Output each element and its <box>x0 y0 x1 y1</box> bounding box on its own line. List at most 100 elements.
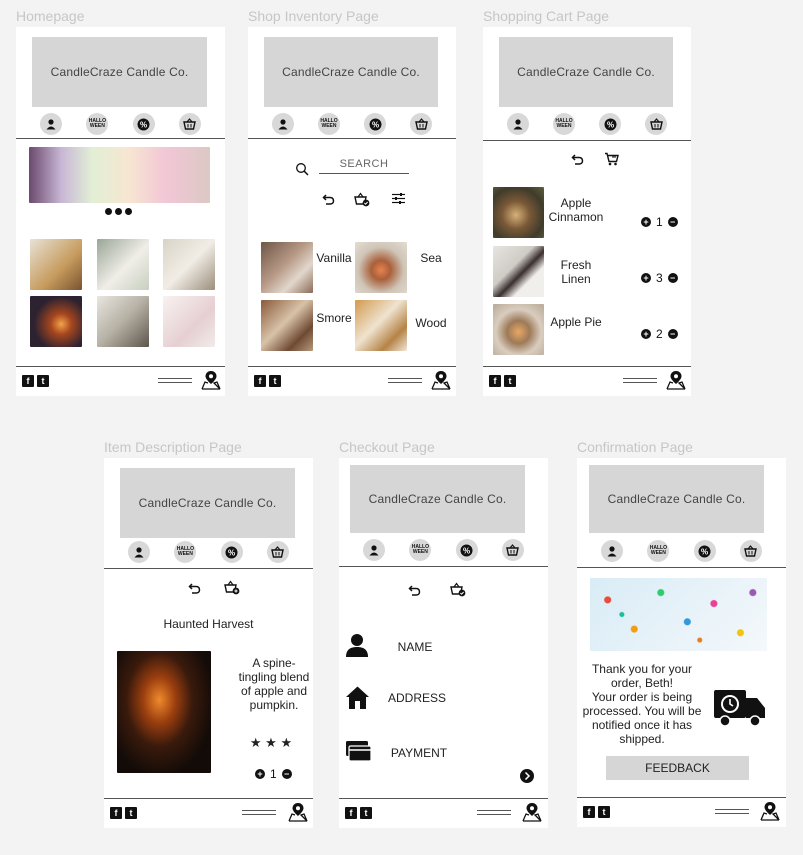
brand-banner[interactable]: CandleCraze Candle Co. <box>499 37 673 107</box>
product-thumbnail[interactable] <box>97 239 149 290</box>
quantity-stepper[interactable]: +1− <box>255 767 292 781</box>
sale-icon[interactable]: % <box>220 541 243 563</box>
cart-item-name[interactable]: Fresh Linen <box>543 258 609 286</box>
twitter-icon[interactable]: t <box>360 807 372 819</box>
basket-check-icon[interactable] <box>354 192 370 207</box>
twitter-icon[interactable]: t <box>37 375 49 387</box>
halloween-icon[interactable]: HALLO WEEN <box>553 113 575 135</box>
facebook-icon[interactable]: f <box>489 375 501 387</box>
facebook-icon[interactable]: f <box>345 807 357 819</box>
minus-icon[interactable]: − <box>667 329 678 339</box>
plus-icon[interactable]: + <box>641 273 651 283</box>
account-icon[interactable] <box>128 541 151 563</box>
quantity-stepper[interactable]: +2− <box>641 327 678 341</box>
cart-item-image[interactable] <box>493 304 544 355</box>
sale-icon[interactable]: % <box>693 540 716 562</box>
inventory-item-image[interactable] <box>355 242 407 293</box>
twitter-icon[interactable]: t <box>504 375 516 387</box>
inventory-item-name[interactable]: Wood <box>415 316 447 330</box>
product-thumbnail[interactable] <box>30 296 82 347</box>
map-location-icon[interactable] <box>666 370 686 390</box>
map-location-icon[interactable] <box>760 801 780 821</box>
account-icon[interactable] <box>601 540 624 562</box>
basket-icon[interactable] <box>266 541 289 563</box>
brand-banner[interactable]: CandleCraze Candle Co. <box>264 37 438 107</box>
minus-icon[interactable]: − <box>667 273 678 283</box>
cart-item-name[interactable]: Apple Cinnamon <box>543 196 609 224</box>
inventory-item-image[interactable] <box>261 300 313 351</box>
inventory-item-image[interactable] <box>261 242 313 293</box>
payment-field[interactable]: PAYMENT <box>390 746 448 760</box>
basket-icon[interactable] <box>645 113 667 135</box>
account-icon[interactable] <box>507 113 529 135</box>
facebook-icon[interactable]: f <box>22 375 34 387</box>
inventory-item-image[interactable] <box>355 300 407 351</box>
halloween-icon[interactable]: HALLO WEEN <box>318 113 340 135</box>
account-icon[interactable] <box>363 539 386 561</box>
undo-icon[interactable] <box>571 153 584 165</box>
brand-banner[interactable]: CandleCraze Candle Co. <box>350 465 525 533</box>
product-thumbnail[interactable] <box>97 296 149 347</box>
twitter-icon[interactable]: t <box>125 807 137 819</box>
carousel-dots[interactable] <box>105 208 132 215</box>
basket-check-icon[interactable] <box>450 582 466 597</box>
sale-icon[interactable]: % <box>364 113 386 135</box>
basket-icon[interactable] <box>410 113 432 135</box>
sale-icon[interactable]: % <box>132 113 155 135</box>
brand-banner[interactable]: CandleCraze Candle Co. <box>120 468 295 538</box>
twitter-icon[interactable]: t <box>269 375 281 387</box>
minus-icon[interactable]: − <box>667 217 678 227</box>
product-thumbnail[interactable] <box>30 239 82 290</box>
shopping-cart-icon[interactable] <box>604 152 619 166</box>
inventory-item-name[interactable]: Vanilla <box>316 251 352 265</box>
plus-icon[interactable]: + <box>641 217 651 227</box>
quantity-stepper[interactable]: +3− <box>641 271 678 285</box>
feedback-button[interactable]: FEEDBACK <box>606 756 749 780</box>
basket-icon[interactable] <box>501 539 524 561</box>
undo-icon[interactable] <box>188 582 201 594</box>
map-location-icon[interactable] <box>431 370 451 390</box>
account-icon[interactable] <box>40 113 63 135</box>
facebook-icon[interactable]: f <box>254 375 266 387</box>
facebook-icon[interactable]: f <box>583 806 595 818</box>
cart-item-name[interactable]: Apple Pie <box>543 315 609 329</box>
basket-icon[interactable] <box>178 113 201 135</box>
filter-sliders-icon[interactable] <box>391 192 406 205</box>
map-location-icon[interactable] <box>288 802 308 822</box>
plus-icon[interactable]: + <box>255 769 265 779</box>
menu-lines-icon[interactable] <box>242 810 276 818</box>
halloween-icon[interactable]: HALLO WEEN <box>409 539 432 561</box>
product-thumbnail[interactable] <box>163 296 215 347</box>
undo-icon[interactable] <box>408 584 421 596</box>
halloween-icon[interactable]: HALLO WEEN <box>174 541 197 563</box>
menu-lines-icon[interactable] <box>158 378 192 386</box>
quantity-stepper[interactable]: +1− <box>641 215 678 229</box>
basket-icon[interactable] <box>739 540 762 562</box>
plus-icon[interactable]: + <box>641 329 651 339</box>
address-field[interactable]: ADDRESS <box>387 691 446 705</box>
inventory-item-name[interactable]: Sea <box>420 251 442 265</box>
halloween-icon[interactable]: HALLO WEEN <box>647 540 670 562</box>
search-input[interactable]: SEARCH <box>319 158 409 174</box>
cart-item-image[interactable] <box>493 187 544 238</box>
brand-banner[interactable]: CandleCraze Candle Co. <box>589 465 764 533</box>
facebook-icon[interactable]: f <box>110 807 122 819</box>
cart-item-image[interactable] <box>493 246 544 297</box>
sale-icon[interactable]: % <box>455 539 478 561</box>
next-arrow-icon[interactable] <box>520 769 534 783</box>
search-icon[interactable] <box>295 162 309 176</box>
inventory-item-name[interactable]: Smore <box>316 311 352 325</box>
sale-icon[interactable]: % <box>599 113 621 135</box>
brand-banner[interactable]: CandleCraze Candle Co. <box>32 37 207 107</box>
basket-add-icon[interactable] <box>224 580 240 595</box>
menu-lines-icon[interactable] <box>477 810 511 818</box>
minus-icon[interactable]: − <box>281 769 292 779</box>
twitter-icon[interactable]: t <box>598 806 610 818</box>
account-icon[interactable] <box>272 113 294 135</box>
menu-lines-icon[interactable] <box>388 378 422 386</box>
menu-lines-icon[interactable] <box>715 809 749 817</box>
undo-icon[interactable] <box>322 193 335 205</box>
halloween-icon[interactable]: HALLO WEEN <box>86 113 109 135</box>
map-location-icon[interactable] <box>522 802 542 822</box>
map-location-icon[interactable] <box>201 370 221 390</box>
